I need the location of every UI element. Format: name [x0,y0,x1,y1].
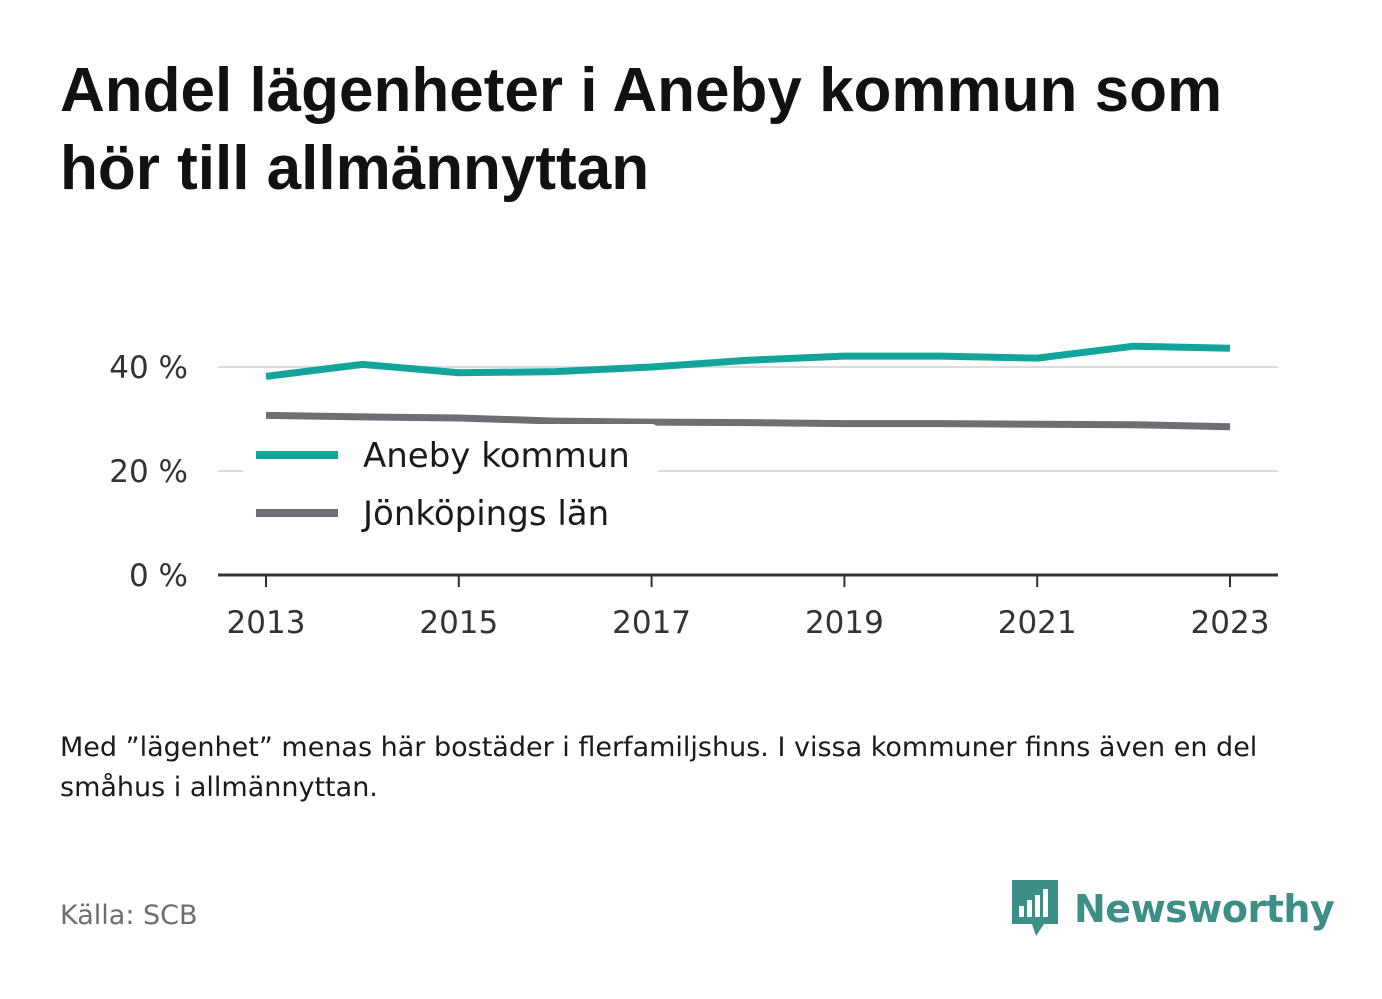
y-tick-label: 0 % [129,558,188,594]
x-tick-label: 2013 [227,605,306,641]
y-tick-labels: 0 % 20 % 40 % [109,350,188,594]
source-label: Källa: SCB [60,900,198,931]
y-tick-label: 40 % [109,350,188,386]
x-tick-label: 2017 [612,605,691,641]
x-tick-label: 2023 [1191,605,1270,641]
series-lines [265,342,1231,431]
legend: Aneby kommun Jönköpings län [243,424,658,534]
x-tick-label: 2015 [419,605,498,641]
x-tick-label: 2019 [805,605,884,641]
footnote: Med ”lägenhet” menas här bostäder i fler… [60,732,1258,803]
x-tick-label: 2021 [998,605,1077,641]
brand-logo[interactable]: Newsworthy [1010,878,1335,940]
newsworthy-logo-icon [1012,880,1058,936]
series-line-j-nk-pings-l-n [265,411,1231,431]
y-tick-label: 20 % [109,454,188,490]
brand-name: Newsworthy [1074,887,1335,931]
legend-backdrop [243,424,658,476]
chart-title: Andel lägenheter i Aneby kommun som hör … [60,56,1223,203]
legend-label: Jönköpings län [361,494,609,534]
series-line-aneby-kommun [265,342,1231,380]
x-axis: 2013 2015 2017 2019 2021 2023 [218,573,1278,641]
legend-label: Aneby kommun [363,436,630,476]
line-chart: 0 % 20 % 40 % 2013 2015 2017 2019 2021 2023 Ane… [109,342,1278,641]
